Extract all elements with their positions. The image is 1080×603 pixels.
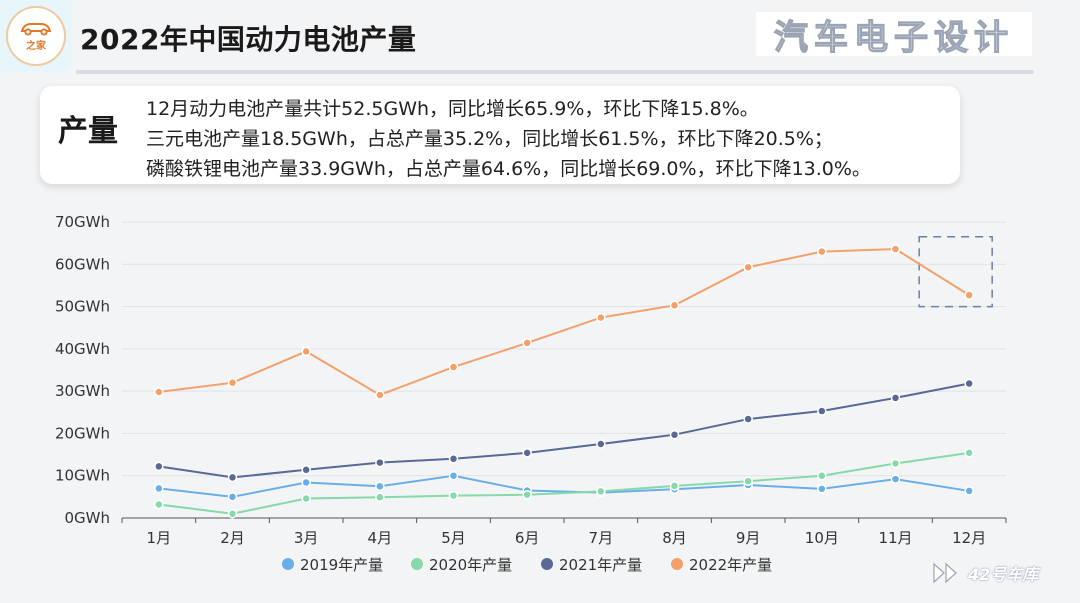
x-tick-label: 5月 — [441, 529, 466, 547]
summary-line-ternary: 三元电池产量18.5GWh，占总产量35.2%，同比增长61.5%，环比下降20… — [146, 128, 833, 150]
data-point — [890, 393, 901, 403]
data-point — [448, 362, 459, 372]
data-point — [596, 439, 606, 449]
data-point — [375, 390, 385, 400]
data-point — [375, 492, 385, 503]
data-point — [448, 454, 459, 464]
brand-watermark: 汽车电子设计 — [756, 12, 1032, 58]
data-point — [448, 490, 459, 501]
x-tick-label: 10月 — [805, 529, 839, 547]
y-tick-label: 60GWh — [55, 255, 110, 273]
data-point — [154, 499, 164, 510]
y-tick-label: 30GWh — [55, 382, 110, 400]
data-point — [964, 448, 974, 458]
legend-marker — [541, 558, 553, 570]
y-tick-label: 0GWh — [64, 509, 110, 527]
y-tick-label: 50GWh — [55, 298, 110, 316]
data-point — [522, 489, 532, 500]
data-point — [964, 290, 974, 300]
y-tick-label: 10GWh — [55, 467, 110, 485]
x-tick-label: 8月 — [662, 529, 687, 547]
data-point — [448, 470, 459, 481]
data-point — [375, 481, 385, 492]
data-point — [669, 481, 680, 491]
data-point — [227, 509, 238, 519]
data-point — [743, 262, 753, 272]
data-point — [227, 377, 238, 388]
car-logo-icon: 之家 — [6, 6, 66, 66]
y-tick-label: 40GWh — [55, 340, 110, 358]
summary-card: 产量 12月动力电池产量共计52.5GWh，同比增长65.9%，环比下降15.8… — [40, 86, 960, 184]
footer-watermark: 42号车库 — [932, 560, 1038, 586]
data-point — [669, 429, 680, 440]
x-tick-label: 2月 — [220, 529, 245, 547]
data-point — [227, 472, 238, 483]
data-point — [301, 465, 311, 475]
series-line — [158, 248, 970, 397]
x-tick-label: 4月 — [368, 529, 393, 547]
data-point — [596, 312, 606, 323]
summary-lines: 12月动力电池产量共计52.5GWh，同比增长65.9%，环比下降15.8%。 … — [146, 94, 871, 184]
legend-label: 2021年产量 — [559, 556, 642, 574]
data-point — [890, 474, 901, 484]
legend-label: 2022年产量 — [689, 556, 772, 574]
data-point — [301, 493, 311, 504]
x-tick-label: 12月 — [952, 529, 986, 547]
x-tick-label: 3月 — [294, 529, 319, 547]
data-point — [154, 387, 164, 397]
data-point — [522, 338, 532, 348]
data-point — [669, 300, 680, 311]
data-point — [964, 486, 974, 496]
series-line — [158, 474, 970, 498]
y-tick-label: 70GWh — [55, 213, 110, 231]
page-title: 2022年中国动力电池产量 — [80, 23, 417, 56]
data-point — [154, 461, 164, 472]
data-point — [596, 486, 606, 497]
brand-logo: 之家 — [0, 0, 72, 72]
legend-marker — [282, 558, 294, 570]
summary-label: 产量 — [58, 114, 118, 149]
line-chart: 0GWh 10GWh 20GWh 30GWh 40GWh 50GWh 60GWh 70GWh 1… — [55, 213, 1007, 574]
series-line — [158, 382, 970, 479]
data-point — [522, 448, 532, 458]
data-point — [817, 406, 827, 416]
x-tick-label: 7月 — [589, 529, 614, 547]
legend-marker — [411, 558, 423, 570]
data-point — [964, 378, 974, 389]
data-point — [817, 470, 827, 481]
data-point — [227, 492, 238, 502]
footer-watermark-text: 42号车库 — [968, 565, 1039, 584]
logo-text: 之家 — [26, 41, 46, 52]
legend-label: 2020年产量 — [429, 556, 512, 574]
legend-label: 2019年产量 — [300, 556, 383, 574]
data-point — [817, 246, 827, 257]
summary-line-total: 12月动力电池产量共计52.5GWh，同比增长65.9%，环比下降15.8%。 — [146, 98, 759, 120]
data-point — [301, 346, 311, 357]
x-tick-label: 6月 — [515, 529, 540, 547]
data-point — [743, 476, 753, 486]
data-point — [375, 457, 385, 468]
data-point — [301, 477, 311, 488]
data-point — [817, 484, 827, 494]
x-tick-label: 11月 — [878, 529, 912, 547]
data-point — [154, 483, 164, 494]
data-point — [743, 414, 753, 424]
x-tick-label: 1月 — [147, 529, 172, 547]
data-point — [890, 458, 901, 469]
x-tick-label: 9月 — [736, 529, 761, 547]
summary-line-lfp: 磷酸铁锂电池产量33.9GWh，占总产量64.6%，同比增长69.0%，环比下降… — [146, 158, 871, 180]
garage-logo-icon — [933, 562, 957, 584]
legend-marker — [671, 558, 683, 570]
series-line — [158, 451, 970, 515]
y-tick-label: 20GWh — [55, 424, 110, 442]
data-point — [890, 244, 901, 254]
header-divider — [76, 70, 1034, 74]
